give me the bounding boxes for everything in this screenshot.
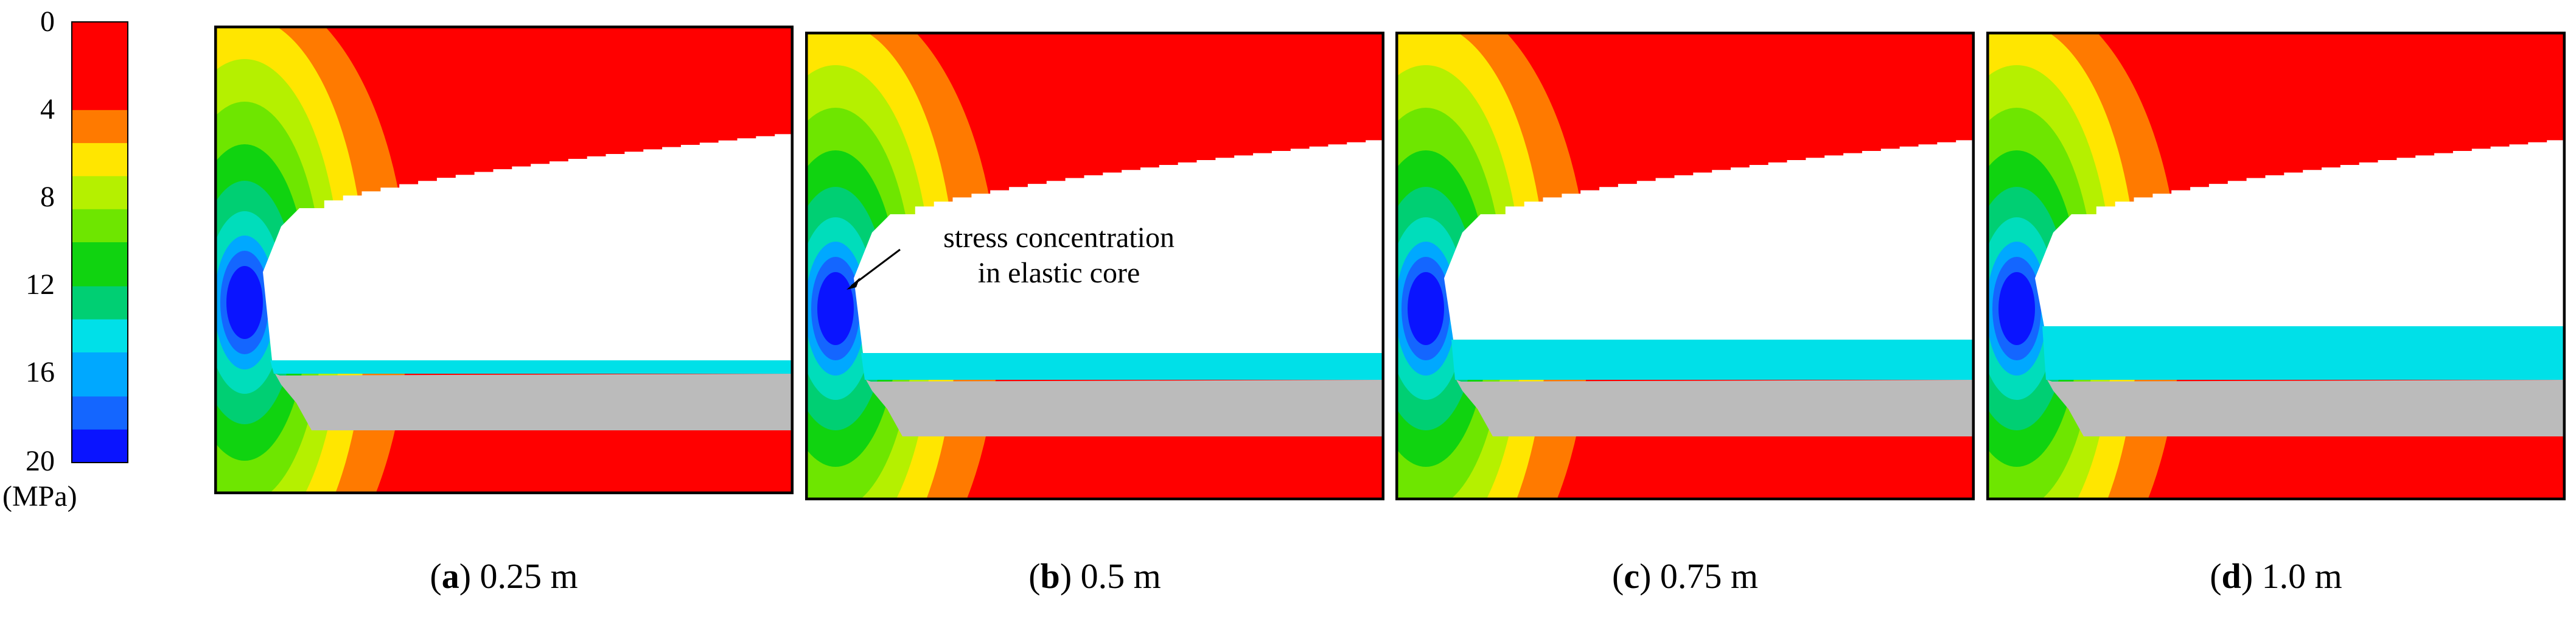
- contour-fill: [1395, 32, 1975, 500]
- caption-d-letter: d: [2221, 556, 2241, 596]
- panel-frame: [805, 32, 1384, 500]
- caption-c-paren-open: (: [1611, 556, 1624, 596]
- floor-layer: [1456, 380, 1975, 436]
- arrow-line: [851, 248, 901, 287]
- caption-b: (b) 0.5 m: [805, 555, 1384, 598]
- contour-fill: [805, 32, 1384, 500]
- caption-a-value: 0.25 m: [480, 556, 578, 596]
- goaf-void: [2035, 138, 2566, 326]
- caption-a-paren-open: (: [430, 556, 442, 596]
- panel-frame: [1986, 32, 2566, 500]
- panel-frame: [1395, 32, 1975, 500]
- legend-swatch-5: [72, 209, 128, 243]
- contour-plot-d: [1986, 32, 2566, 500]
- legend-swatch-1: [72, 66, 128, 111]
- legend-swatch-10: [72, 396, 128, 430]
- legend-tick-8: 8: [40, 181, 55, 213]
- annotation-line-1: stress concentration: [943, 222, 1175, 254]
- goaf-void: [1444, 138, 1975, 340]
- stress-band-9: [1998, 272, 2035, 345]
- legend-tick-20: 20: [26, 445, 55, 477]
- caption-d-paren-open: (: [2210, 556, 2222, 596]
- annotation-line-2: in elastic core: [977, 257, 1140, 289]
- annotation-text: stress concentration in elastic core: [876, 220, 1241, 291]
- caption-c-paren-close: ): [1639, 556, 1652, 596]
- legend-swatch-7: [72, 286, 128, 320]
- caption-b-value: 0.5 m: [1080, 556, 1161, 596]
- caption-b-letter: b: [1040, 556, 1060, 596]
- goaf-void: [854, 138, 1384, 353]
- caption-b-paren-open: (: [1028, 556, 1041, 596]
- legend-color-bar: [71, 21, 128, 463]
- legend-swatch-6: [72, 242, 128, 287]
- caption-d-value: 1.0 m: [2261, 556, 2342, 596]
- legend-swatches: [72, 22, 128, 463]
- filling-layer: [2042, 326, 2566, 380]
- legend-tick-16: 16: [26, 356, 55, 388]
- annotation-arrow: [846, 248, 901, 290]
- panel-c: [1395, 32, 1975, 500]
- goaf-void: [263, 132, 794, 360]
- filling-layer: [861, 353, 1384, 380]
- caption-b-paren-close: ): [1059, 556, 1072, 596]
- filling-layer: [270, 360, 794, 374]
- caption-c: (c) 0.75 m: [1395, 555, 1975, 598]
- caption-d-paren-close: ): [2241, 556, 2253, 596]
- legend-swatch-9: [72, 352, 128, 397]
- legend-swatch-4: [72, 176, 128, 210]
- legend-swatch-0: [72, 22, 128, 66]
- floor-layer: [275, 374, 794, 430]
- filling-layer: [1451, 340, 1975, 380]
- contour-plot-a: [214, 26, 794, 494]
- legend-tick-0: 0: [40, 5, 55, 38]
- legend-swatch-3: [72, 143, 128, 177]
- caption-a-paren-close: ): [459, 556, 472, 596]
- contour-fill: [214, 26, 794, 494]
- legend-swatch-8: [72, 319, 128, 353]
- caption-a-letter: a: [441, 556, 459, 596]
- panel-b: [805, 32, 1384, 500]
- caption-c-letter: c: [1624, 556, 1640, 596]
- contour-plot-b: [805, 32, 1384, 500]
- contour-plot-c: [1395, 32, 1975, 500]
- floor-layer: [866, 380, 1384, 436]
- caption-c-value: 0.75 m: [1660, 556, 1759, 596]
- legend-frame: [71, 21, 128, 463]
- floor-layer: [2047, 380, 2566, 436]
- stress-band-9: [817, 272, 854, 345]
- arrow-head: [846, 278, 860, 290]
- caption-a: (a) 0.25 m: [214, 555, 794, 598]
- legend-swatch-2: [72, 110, 128, 144]
- stress-band-9: [1408, 272, 1444, 345]
- panel-a: [214, 26, 794, 494]
- panel-d: [1986, 32, 2566, 500]
- panel-frame: [214, 26, 794, 494]
- legend-unit: (MPa): [2, 480, 77, 512]
- legend-tick-4: 4: [40, 93, 55, 125]
- legend-swatch-11: [72, 429, 128, 463]
- stress-band-9: [226, 266, 263, 339]
- contour-fill: [1986, 32, 2566, 500]
- legend-tick-12: 12: [26, 268, 55, 301]
- caption-d: (d) 1.0 m: [1986, 555, 2566, 598]
